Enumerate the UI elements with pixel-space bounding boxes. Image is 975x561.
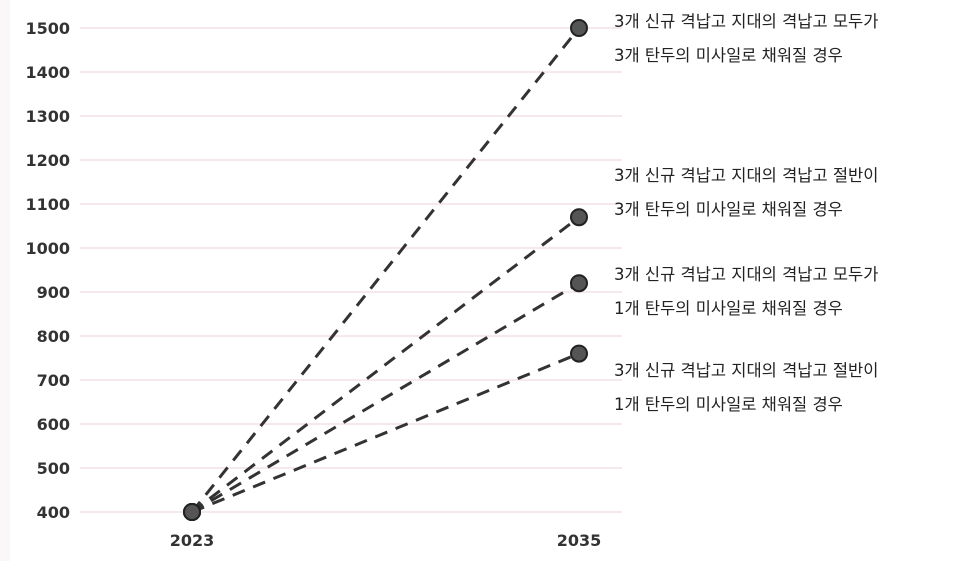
annotation-line: 3개 신규 격납고 지대의 격납고 절반이: [614, 166, 879, 185]
series-line-3: [191, 281, 580, 514]
y-tick-label: 600: [37, 415, 70, 434]
y-tick-label: 1300: [25, 107, 70, 126]
annotation-line: 3개 신규 격납고 지대의 격납고 절반이: [614, 361, 879, 380]
annotation-line: 3개 신규 격납고 지대의 격납고 모두가: [614, 12, 879, 31]
annotation-line: 3개 탄두의 미사일로 채워질 경우: [614, 46, 843, 65]
y-tick-label: 500: [37, 459, 70, 478]
series-line-2: [191, 216, 580, 514]
data-point-series-2: [570, 208, 588, 227]
annotation-series-1: 3개 신규 격납고 지대의 격납고 모두가 3개 탄두의 미사일로 채워질 경우: [614, 5, 878, 73]
series-line-4: [191, 352, 580, 514]
data-point-series-4: [570, 344, 588, 363]
y-tick-label: 1000: [25, 239, 70, 258]
y-tick-label: 1200: [25, 151, 70, 170]
data-point-series-1: [570, 19, 588, 37]
annotation-series-3: 3개 신규 격납고 지대의 격납고 모두가 1개 탄두의 미사일로 채워질 경우: [614, 258, 878, 326]
left-edge: [0, 0, 10, 561]
annotation-line: 1개 탄두의 미사일로 채워질 경우: [614, 395, 843, 414]
y-tick-label: 1500: [25, 19, 70, 38]
y-tick-label: 700: [37, 371, 70, 390]
y-tick-label: 1400: [25, 63, 70, 82]
x-tick-label: 2023: [170, 531, 215, 550]
y-tick-label: 800: [37, 327, 70, 346]
annotation-series-4: 3개 신규 격납고 지대의 격납고 절반이 1개 탄두의 미사일로 채워질 경우: [614, 354, 878, 422]
annotation-line: 3개 탄두의 미사일로 채워질 경우: [614, 200, 843, 219]
annotation-line: 3개 신규 격납고 지대의 격납고 모두가: [614, 265, 879, 284]
y-tick-label: 900: [37, 283, 70, 302]
x-tick-label: 2035: [557, 531, 602, 550]
annotation-line: 1개 탄두의 미사일로 채워질 경우: [614, 299, 843, 318]
data-point-series-3: [570, 274, 588, 293]
series-line-1: [190, 27, 581, 513]
y-tick-label: 400: [37, 503, 70, 522]
annotation-series-2: 3개 신규 격납고 지대의 격납고 절반이 3개 탄두의 미사일로 채워질 경우: [614, 159, 878, 227]
y-tick-label: 1100: [25, 195, 70, 214]
data-point-series-4: [183, 503, 201, 521]
